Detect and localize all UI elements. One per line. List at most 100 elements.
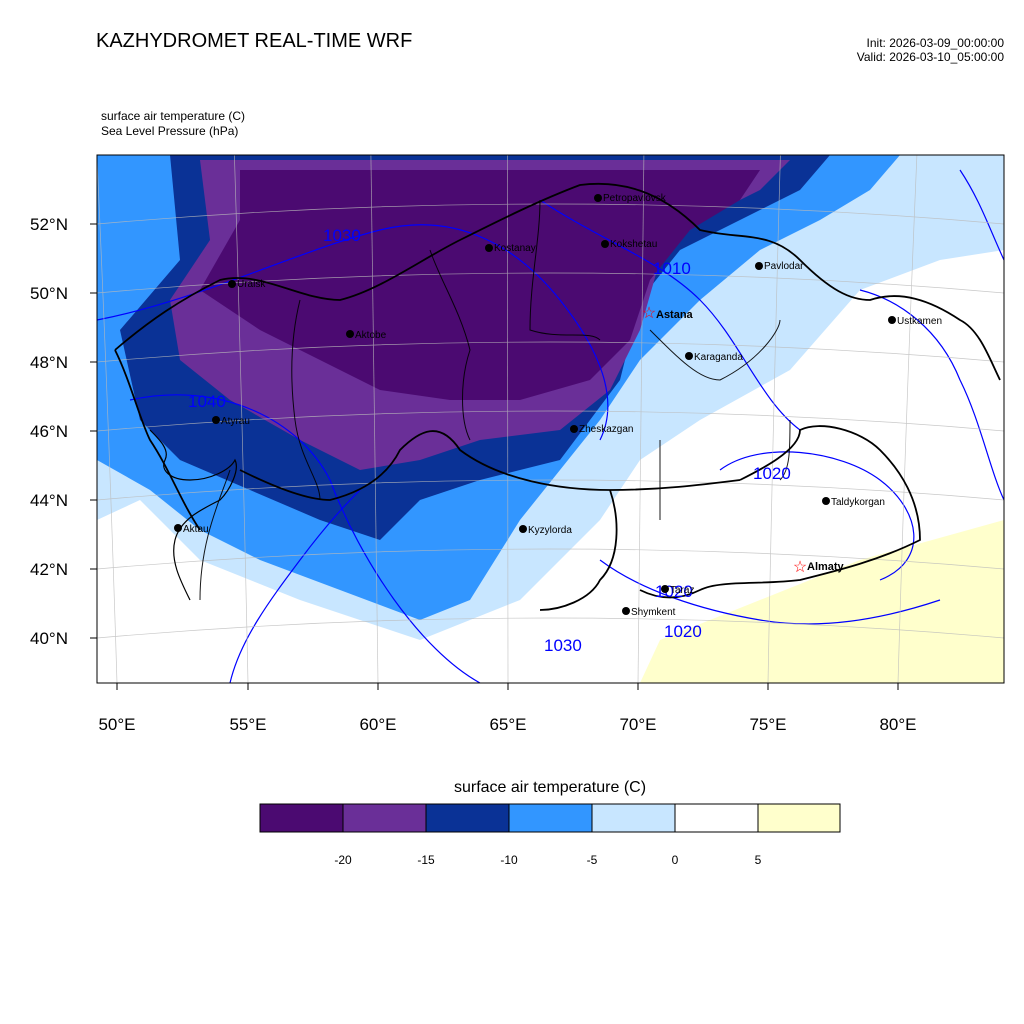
variable-temperature: surface air temperature (C) [101,109,246,123]
city-label: Taraz [670,585,694,596]
variable-list: surface air temperature (C) Sea Level Pr… [101,109,245,139]
isobar-label: 1030 [323,226,361,245]
country-borders [114,182,1001,611]
colorbar-tick-label: 0 [672,853,679,867]
city-label: Taldykorgan [831,497,885,508]
meridian-line [897,155,918,683]
isobar-line [129,394,481,683]
colorbar-tick-label: -10 [500,853,518,867]
star-icon: ☆ [642,305,656,322]
temperature-zone-warmest [640,520,1004,683]
map-ticks [90,223,899,690]
region-border [649,319,781,381]
isobar-label: 1030 [544,636,582,655]
colorbar-box [674,803,759,833]
colorbar-box [342,803,427,833]
city-label: Petropavlovsk [603,193,667,204]
isobar-lines [97,169,1004,683]
city-dot [212,416,220,424]
colorbar-tick-label: 5 [755,853,762,867]
lon-label: 70°E [619,715,656,734]
city-label: Kostanay [494,243,536,254]
lat-label: 40°N [30,629,68,648]
city-label: Zheskazgan [579,424,633,435]
caspian-coastline [149,429,237,601]
city-dot [685,352,693,360]
valid-time: Valid: 2026-03-10_05:00:00 [856,50,1004,64]
chart-title: KAZHYDROMET REAL-TIME WRF [96,30,413,52]
parallel-line [97,617,1004,639]
isobar-line [229,489,361,683]
region-border [529,199,601,341]
city-label: Uralsk [237,279,266,290]
colorbar-tick-label: -20 [334,853,352,867]
region-borders [199,199,791,601]
lon-label: 65°E [489,715,526,734]
region-border [291,299,321,501]
city-dot [519,525,527,533]
region-border [429,249,471,441]
city-label-capital: Astana [656,309,694,321]
city-dot [755,262,763,270]
isobar-label: 1010 [653,259,691,278]
map-frame [96,154,1005,684]
city-dot [601,240,609,248]
parallel-line [97,410,1004,432]
star-icon: ☆ [793,559,807,576]
colorbar-tick-label: -15 [417,853,435,867]
colorbar-box [757,803,841,833]
lat-label: 44°N [30,491,68,510]
city-dot [822,497,830,505]
city-dot [661,585,669,593]
latitude-labels: 52°N 50°N 48°N 46°N 44°N 42°N 40°N [30,215,68,648]
lon-label: 60°E [359,715,396,734]
region-border [199,469,231,601]
lat-label: 52°N [30,215,68,234]
city-dot [346,330,354,338]
city-label-capital: Almaty [807,561,845,573]
country-border [114,349,201,531]
city-label: Shymkent [631,607,676,618]
lat-label: 46°N [30,422,68,441]
city-label: Kokshetau [610,239,657,250]
country-border [239,430,741,501]
lat-label: 42°N [30,560,68,579]
city-dot [888,316,896,324]
isobar-labels: 1030 1040 1010 1020 1020 1020 1030 [188,226,791,655]
isobar-label: 1020 [664,622,702,641]
parallel-line [97,203,1004,225]
isobar-line [859,289,1004,501]
country-border [114,182,1001,381]
longitude-labels: 50°E 55°E 60°E 65°E 70°E 75°E 80°E [98,715,916,734]
city-label: Kyzylorda [528,525,572,536]
city-dot [622,607,630,615]
colorbar-ticks: -20 -15 -10 -5 0 5 [334,853,761,867]
isobar-line [97,224,609,441]
isobar-line [599,559,941,625]
city-dot [228,280,236,288]
variable-pressure: Sea Level Pressure (hPa) [101,124,239,138]
isobar-label: 1040 [188,392,226,411]
parallel-line [97,341,1004,363]
region-border [779,419,791,481]
colorbar-boxes [259,803,841,833]
colorbar-box [259,803,344,833]
city-label: Pavlodar [764,261,804,272]
run-times: Init: 2026-03-09_00:00:00 Valid: 2026-03… [857,36,1004,64]
isobar-label: 1020 [753,464,791,483]
city-label: Ustkamen [897,316,942,327]
lat-label: 48°N [30,353,68,372]
isobar-line [719,451,915,581]
lat-label: 50°N [30,284,68,303]
lon-label: 75°E [749,715,786,734]
lon-label: 50°E [98,715,135,734]
meridian-line [370,155,379,683]
city-dot [594,194,602,202]
colorbar-box [508,803,593,833]
country-border [639,425,921,599]
meridian-line [507,155,509,683]
city-dot [174,524,182,532]
lon-label: 55°E [229,715,266,734]
country-border [539,489,618,611]
